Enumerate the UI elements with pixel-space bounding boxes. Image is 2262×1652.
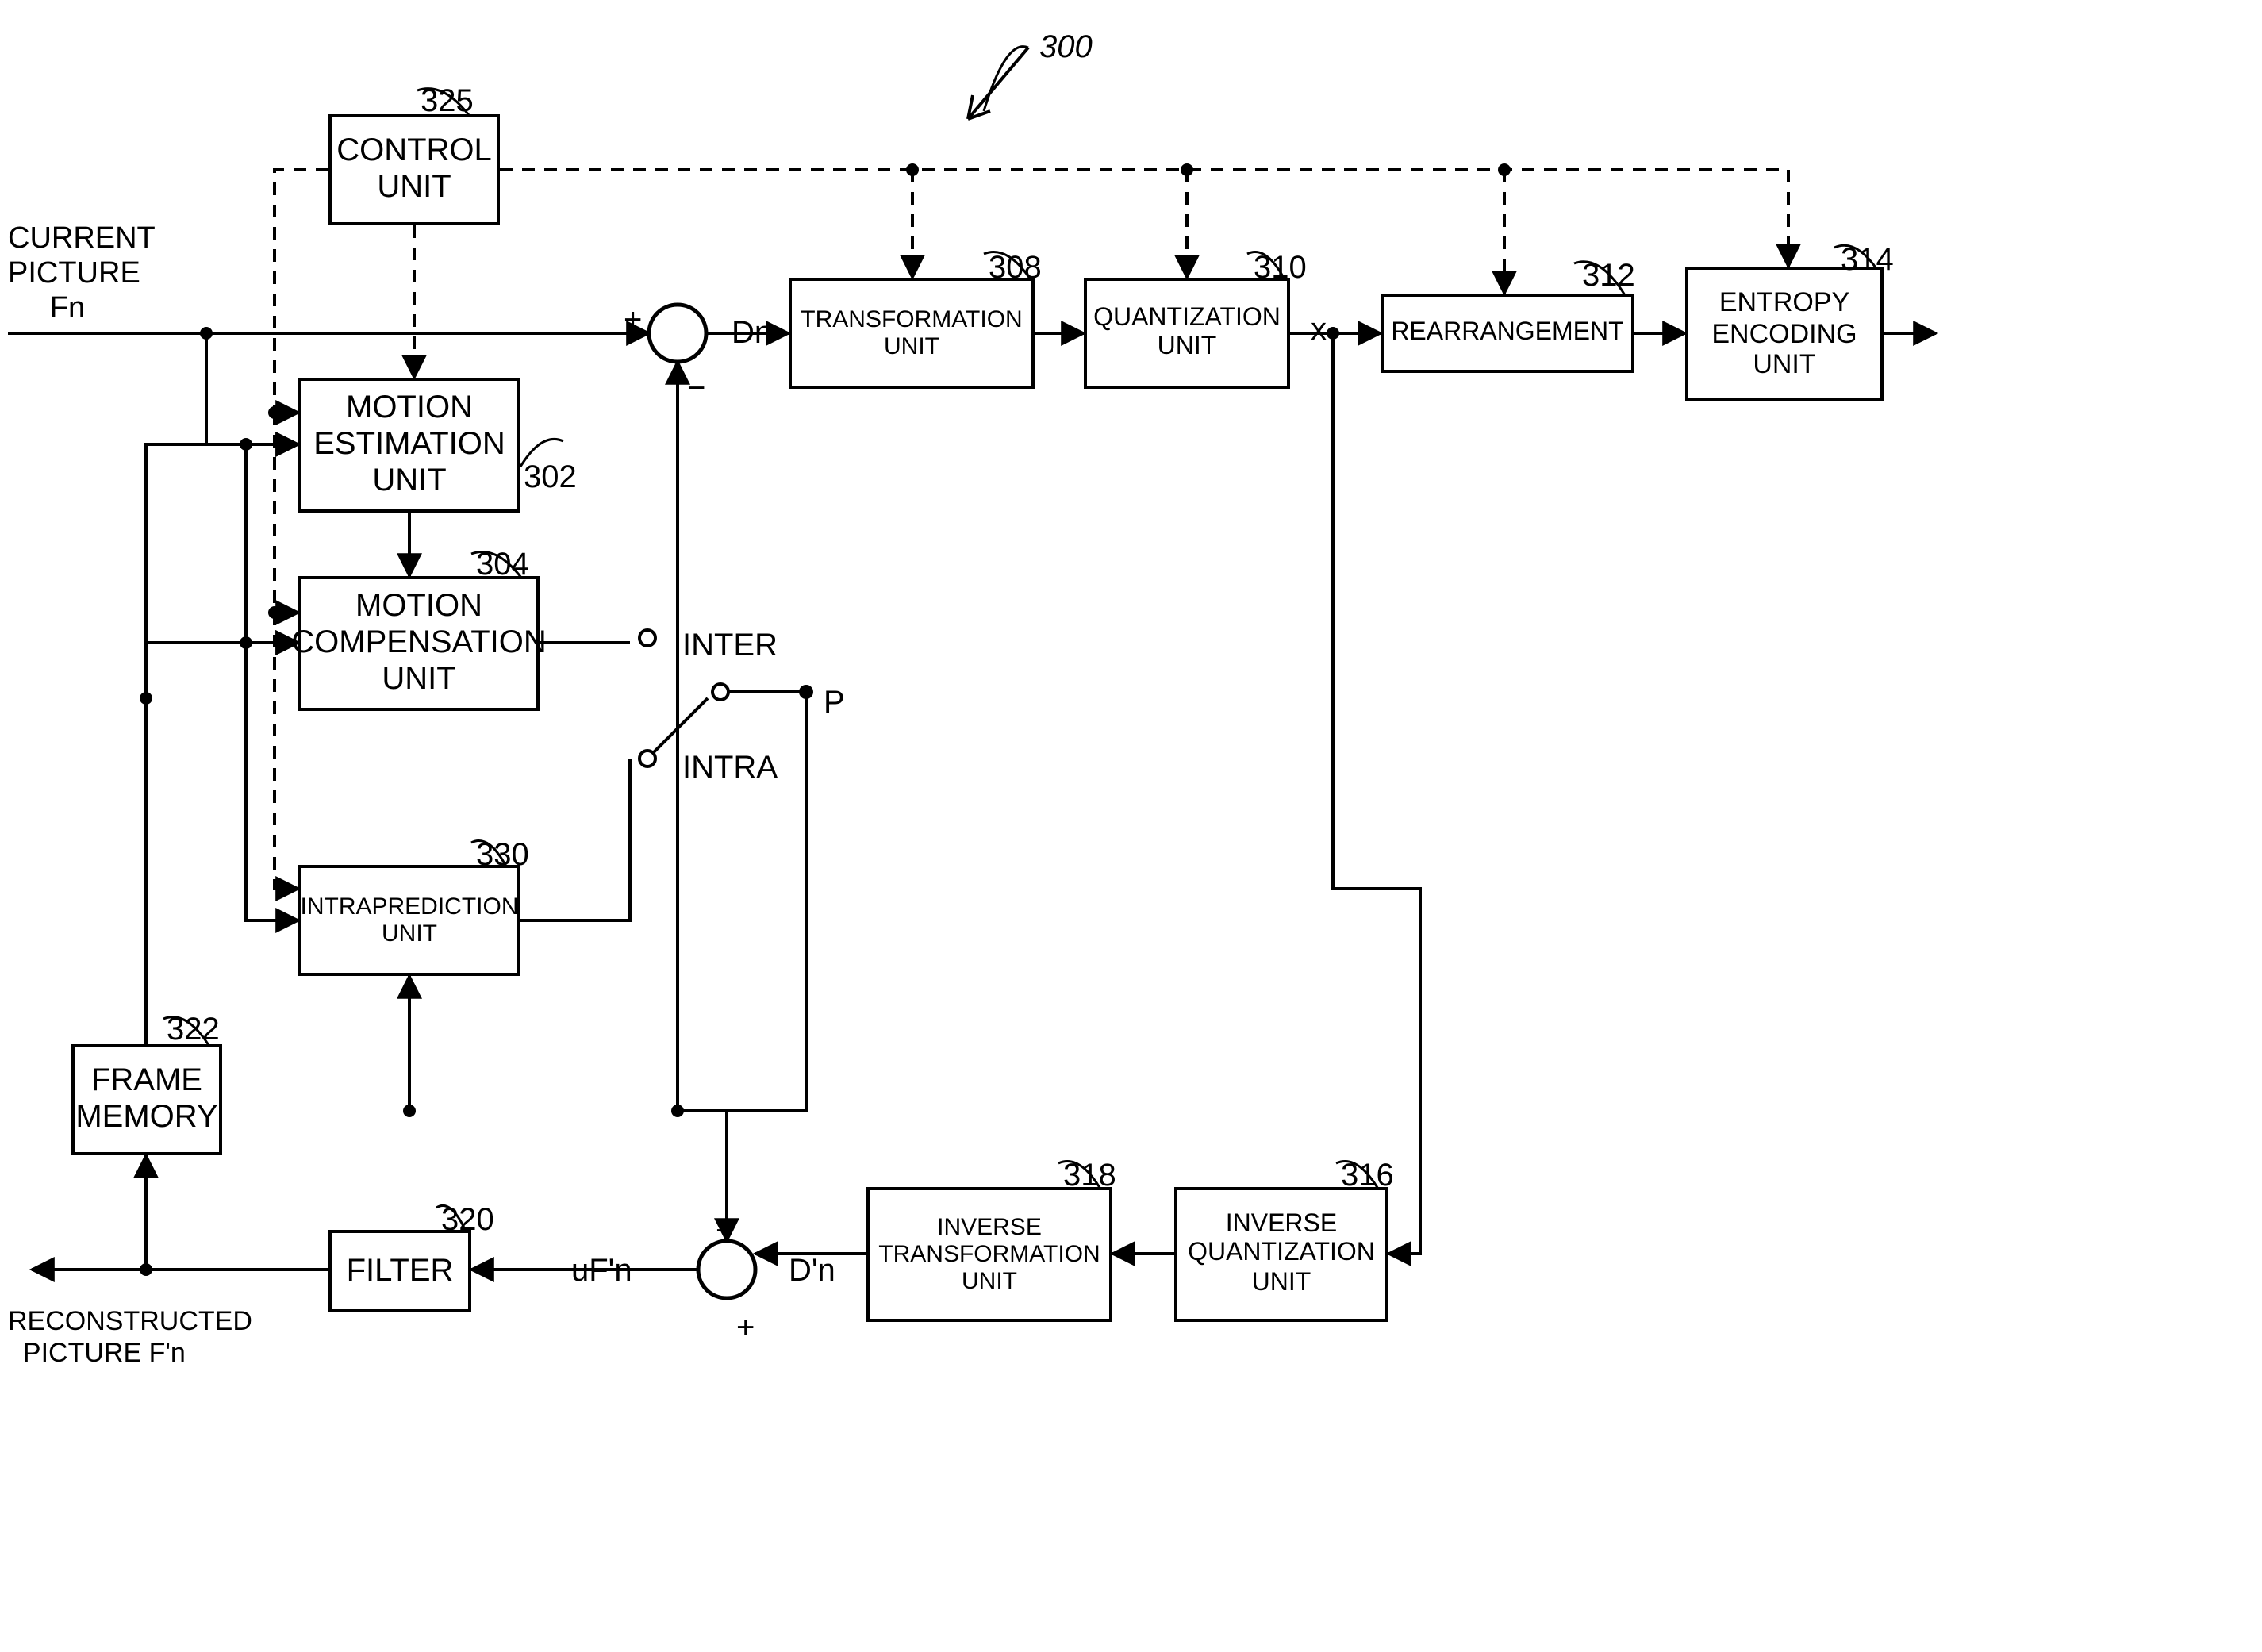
- label-plus2b: +: [736, 1311, 755, 1347]
- block-me: MOTION ESTIMATION UNIT: [298, 378, 520, 513]
- label-plus1: +: [624, 303, 642, 340]
- ref-r325: 325: [421, 84, 474, 121]
- block-rearr: REARRANGEMENT: [1381, 294, 1634, 373]
- switch-p-node: [799, 685, 813, 699]
- block-intra: INTRAPREDICTION UNIT: [298, 865, 520, 976]
- ref-r300: 300: [1039, 30, 1093, 67]
- block-label-filter: FILTER: [347, 1253, 454, 1289]
- summer-s1: [649, 305, 706, 362]
- label-minus1: −: [687, 371, 705, 408]
- wire: [146, 1155, 328, 1270]
- ref-r320: 320: [441, 1203, 494, 1239]
- ref-r322: 322: [167, 1012, 220, 1049]
- ref-r330: 330: [476, 838, 529, 874]
- ref-r318: 318: [1063, 1158, 1116, 1195]
- block-quant: QUANTIZATION UNIT: [1084, 278, 1290, 389]
- block-entropy: ENTROPY ENCODING UNIT: [1685, 267, 1884, 401]
- label-current: CURRENT PICTURE Fn: [8, 222, 156, 326]
- wire: [520, 759, 630, 920]
- label-recon: RECONSTRUCTED PICTURE F'n: [8, 1306, 252, 1368]
- wire: [275, 413, 298, 613]
- block-iquant: INVERSE QUANTIZATION UNIT: [1174, 1187, 1388, 1322]
- block-control: CONTROL UNIT: [328, 114, 500, 225]
- ref-r316: 316: [1341, 1158, 1394, 1195]
- label-uFn: uF'n: [571, 1254, 632, 1290]
- block-label-entropy: ENTROPY ENCODING UNIT: [1711, 287, 1857, 380]
- block-filter: FILTER: [328, 1230, 471, 1312]
- switch-inter-terminal: [639, 630, 655, 646]
- ref-r304: 304: [476, 547, 529, 584]
- block-label-intra: INTRAPREDICTION UNIT: [301, 893, 519, 948]
- block-trans: TRANSFORMATION UNIT: [789, 278, 1035, 389]
- block-label-itrans: INVERSE TRANSFORMATION UNIT: [878, 1213, 1100, 1296]
- label-intra: INTRA: [682, 751, 778, 787]
- ref-r310: 310: [1254, 251, 1307, 287]
- label-x: x: [1311, 313, 1327, 349]
- block-label-quant: QUANTIZATION UNIT: [1093, 304, 1281, 363]
- switch-pivot: [712, 684, 728, 700]
- block-label-trans: TRANSFORMATION UNIT: [801, 306, 1022, 361]
- label-Dn: Dn: [732, 316, 772, 352]
- block-itrans: INVERSE TRANSFORMATION UNIT: [866, 1187, 1112, 1322]
- wire: [206, 333, 298, 444]
- switch-intra-terminal: [639, 751, 655, 766]
- block-framemem: FRAME MEMORY: [71, 1044, 222, 1155]
- block-label-mc: MOTION COMPENSATION UNIT: [291, 589, 547, 698]
- block-label-iquant: INVERSE QUANTIZATION UNIT: [1188, 1211, 1375, 1298]
- wire: [1333, 333, 1420, 1254]
- ref-r302: 302: [524, 460, 577, 497]
- wire: [678, 362, 806, 1111]
- ref-r312: 312: [1582, 259, 1635, 295]
- block-mc: MOTION COMPENSATION UNIT: [298, 576, 540, 711]
- block-label-control: CONTROL UNIT: [336, 133, 492, 206]
- label-plus2a: +: [716, 1214, 734, 1251]
- label-Dn2: D'n: [789, 1254, 835, 1290]
- ref-r308: 308: [989, 251, 1042, 287]
- ref-r314: 314: [1841, 243, 1894, 279]
- label-inter: INTER: [682, 628, 778, 665]
- block-label-rearr: REARRANGEMENT: [1391, 319, 1623, 348]
- block-label-framemem: FRAME MEMORY: [75, 1063, 217, 1136]
- wire: [275, 170, 328, 413]
- label-P: P: [824, 686, 845, 722]
- wire: [246, 643, 298, 920]
- block-label-me: MOTION ESTIMATION UNIT: [313, 390, 505, 500]
